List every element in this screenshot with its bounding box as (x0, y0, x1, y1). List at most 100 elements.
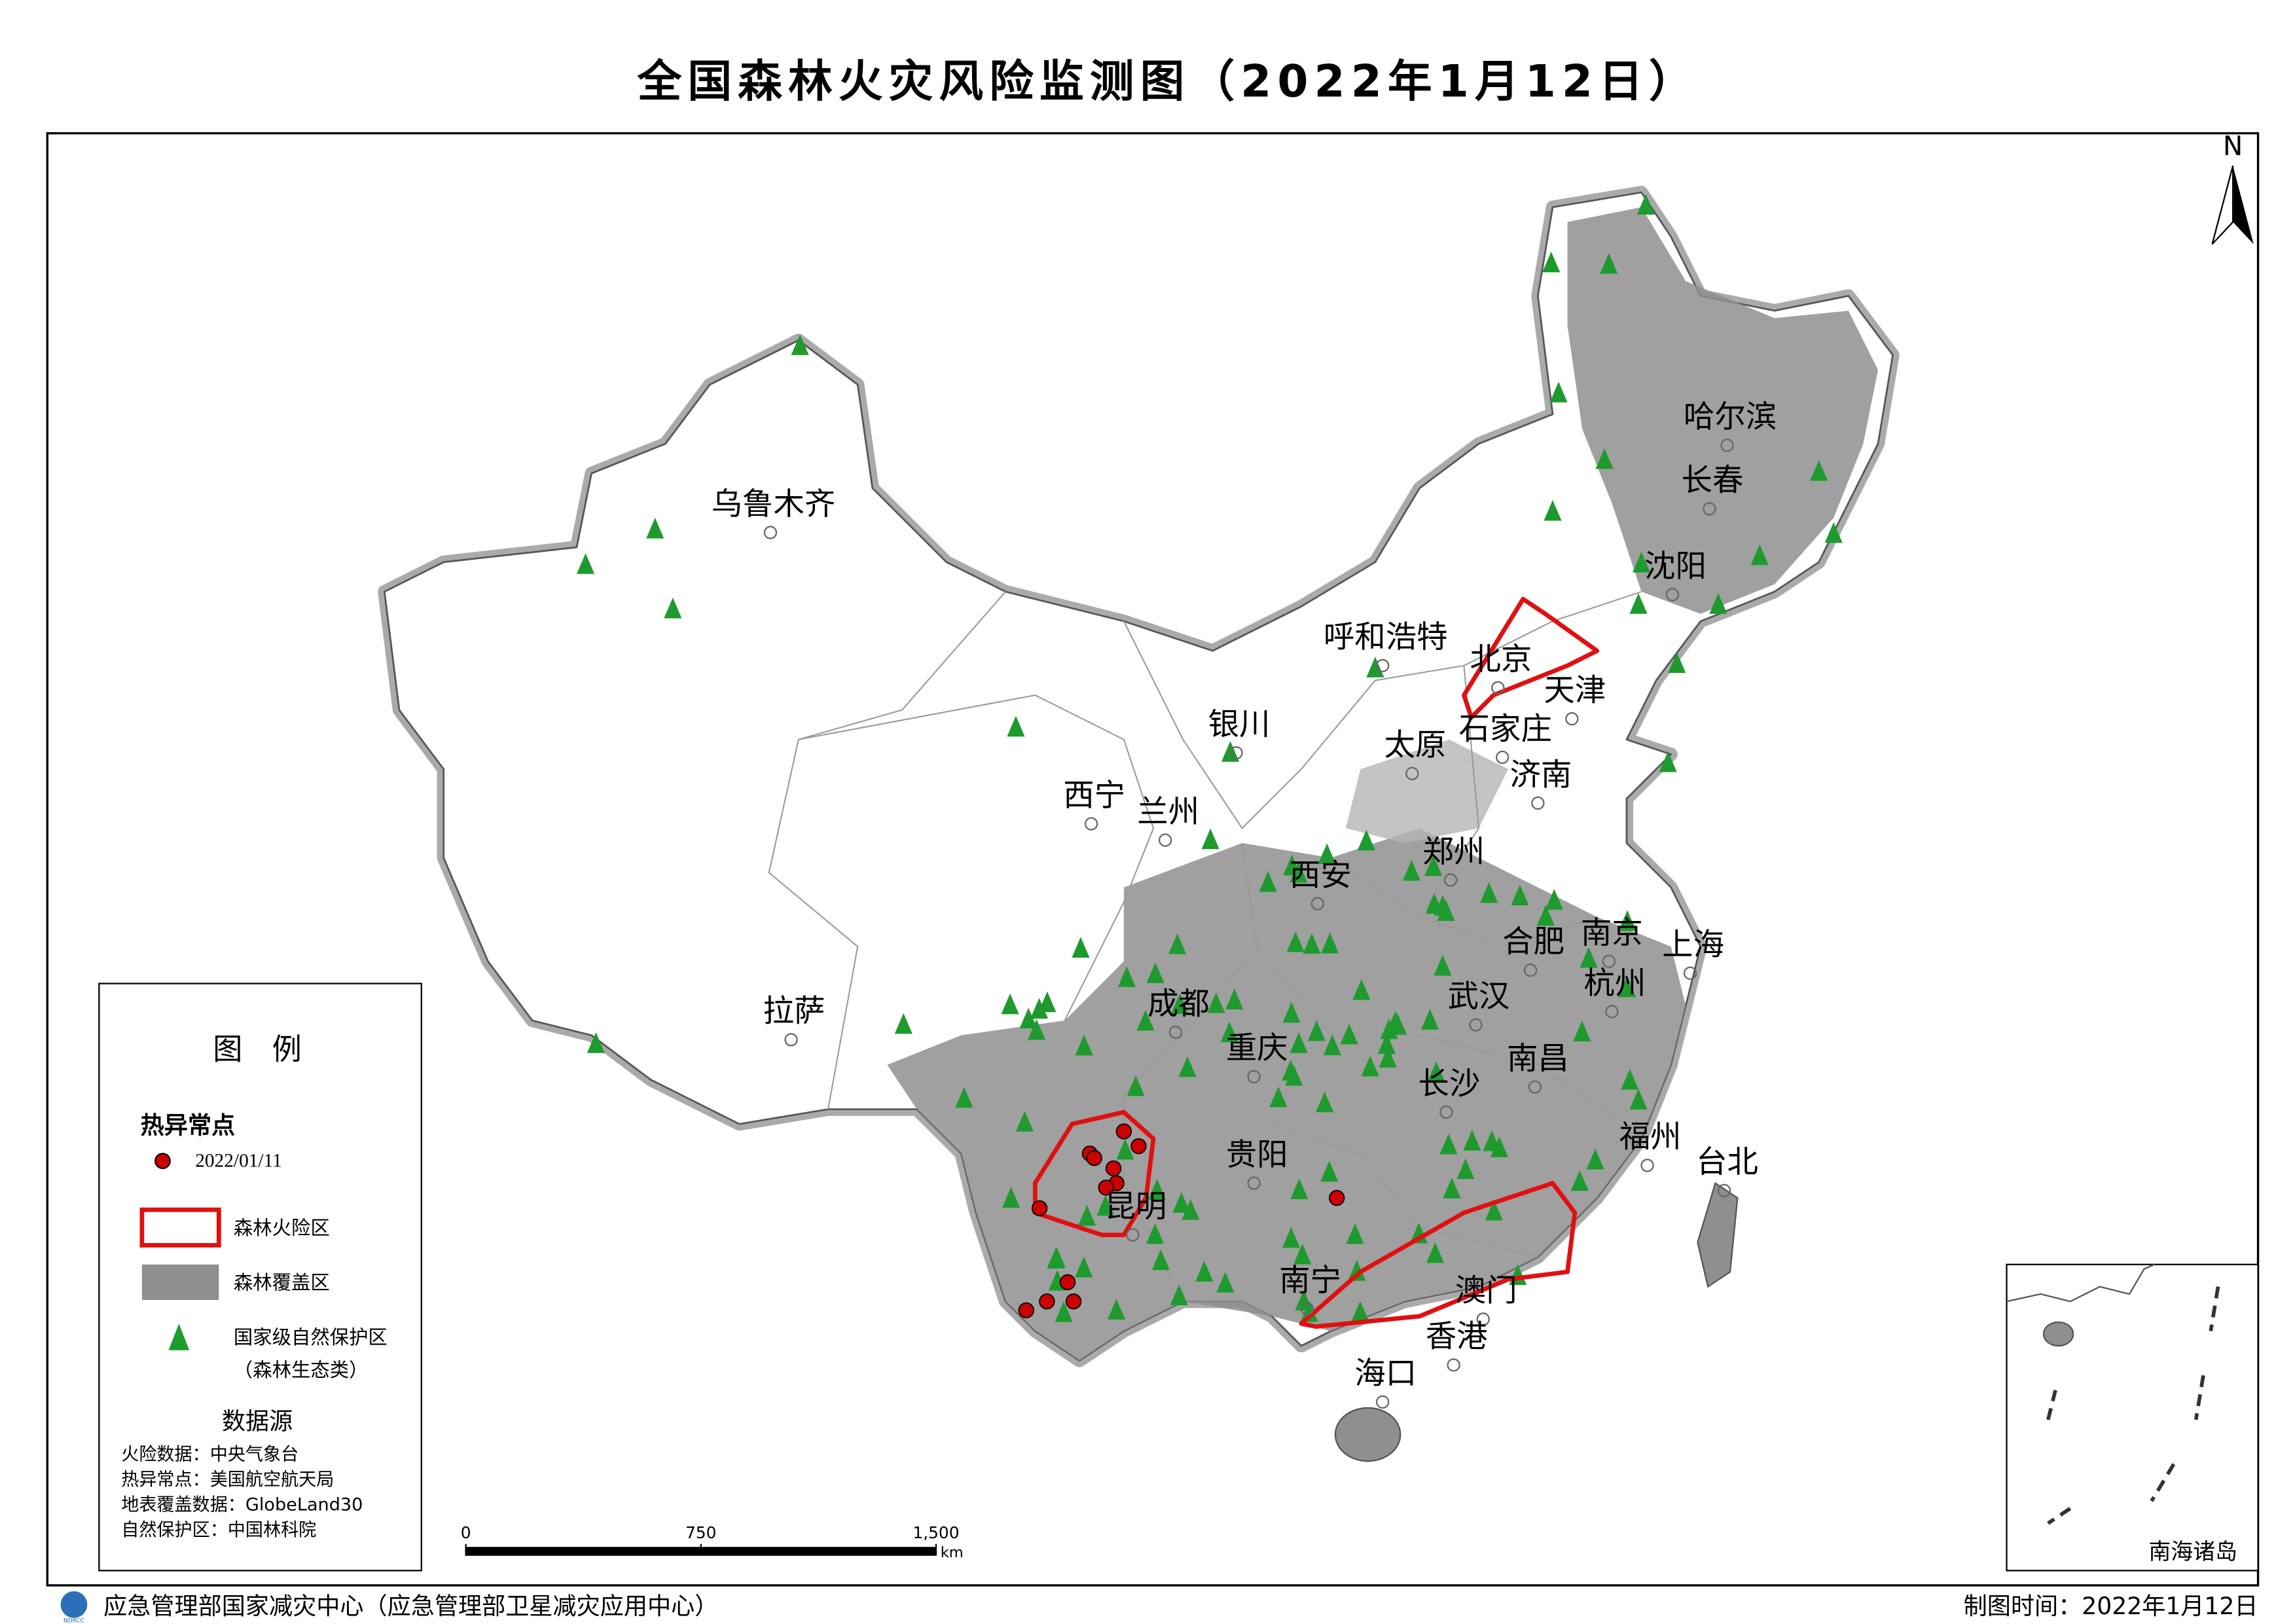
reserve-symbol (1426, 1242, 1445, 1263)
reserve-symbol (1346, 1223, 1364, 1244)
city-symbol (1229, 746, 1243, 760)
nature-reserves (577, 194, 1843, 1322)
city-label: 长沙 (1418, 1066, 1480, 1102)
reserve-symbol (1146, 1223, 1165, 1244)
reserve-symbol (1549, 382, 1568, 403)
reserve-symbol (1437, 900, 1455, 921)
city-symbol (1665, 588, 1680, 602)
forest-cover (1567, 207, 1878, 614)
province-border (768, 591, 1006, 1110)
city-label: 银川 (1208, 706, 1271, 742)
hotspot (1086, 1149, 1102, 1166)
city-symbol (1168, 1025, 1183, 1039)
city-label: 上海 (1662, 927, 1724, 963)
reserve-symbol (1182, 1199, 1200, 1220)
city-label: 石家庄 (1459, 711, 1552, 747)
reserve-symbol (1178, 1056, 1197, 1077)
reserve-symbol (1542, 251, 1561, 272)
reserve-symbol (1269, 1086, 1288, 1108)
reserve-symbol (587, 1032, 605, 1053)
reserve-symbol (1316, 1091, 1334, 1113)
reserve-symbol (791, 334, 809, 355)
city-symbol (763, 526, 778, 539)
source-line: 自然保护区：中国林科院 (121, 1520, 316, 1540)
city-label: 济南 (1509, 757, 1572, 793)
source-line: 热异常点：美国航空航天局 (121, 1470, 334, 1490)
reserve-symbol (1293, 1243, 1312, 1265)
city-label: 哈尔滨 (1684, 399, 1777, 435)
province-border (1123, 842, 1258, 1302)
fire-risk-zone (1299, 1181, 1578, 1329)
reserve-symbol (1629, 593, 1648, 614)
reserve-symbol (1107, 1299, 1126, 1320)
hotspot (1098, 1180, 1114, 1196)
city-label: 兰州 (1137, 794, 1199, 830)
reserve-symbol (646, 517, 664, 539)
reserve-symbol (1116, 1138, 1134, 1160)
reserve-symbol (1075, 1256, 1093, 1278)
city-label: 台北 (1696, 1144, 1758, 1180)
city-label: 贵阳 (1226, 1137, 1288, 1173)
reserve-symbol (1321, 932, 1339, 954)
legend-label: （森林生态类） (234, 1359, 369, 1381)
hotspot (1130, 1138, 1147, 1155)
legend-label: 森林火险区 (234, 1217, 330, 1239)
city-label: 武汉 (1448, 979, 1510, 1015)
city-label: 北京 (1470, 641, 1532, 677)
reserve-symbol (1402, 859, 1420, 881)
reserve-symbol (1290, 1032, 1308, 1053)
reserve-symbol (1216, 1272, 1235, 1293)
city-label: 西宁 (1063, 778, 1125, 814)
reserve-symbol (955, 1087, 973, 1108)
city-symbol (1376, 1395, 1390, 1409)
city-label: 南昌 (1507, 1041, 1569, 1077)
map-title: 全国森林火灾风险监测图（2022年1月12日） (637, 56, 1699, 107)
city-label: 成都 (1148, 986, 1210, 1022)
reserve-symbol (1600, 253, 1618, 274)
legend-fire-symbol (139, 1207, 221, 1248)
city-label: 重庆 (1226, 1030, 1288, 1066)
reserve-symbol (1536, 905, 1555, 926)
reserve-symbol (1595, 448, 1614, 469)
reserve-symbol (1220, 1021, 1238, 1043)
hotspot (1018, 1302, 1034, 1318)
hotspot (1059, 1274, 1076, 1291)
city-label: 西安 (1290, 857, 1352, 893)
city-symbol (1703, 502, 1716, 516)
source-heading: 数据源 (222, 1407, 293, 1435)
city-symbol (1640, 1159, 1654, 1172)
province-border (1123, 590, 1642, 829)
legend-forest-symbol (141, 1264, 219, 1300)
city-label: 天津 (1544, 673, 1606, 709)
reserve-symbol (1379, 1047, 1397, 1068)
forest-cover (887, 828, 1686, 1361)
reserve-symbol (1511, 884, 1529, 906)
reserve-symbol (1621, 1069, 1639, 1090)
city-symbol (1084, 817, 1098, 831)
reserve-symbol (1195, 1261, 1214, 1282)
reserve-symbol (1015, 1111, 1034, 1132)
city-label: 太原 (1384, 727, 1446, 763)
city-label: 长春 (1682, 463, 1744, 499)
reserve-symbol (1136, 1009, 1155, 1031)
reserve-symbol (1483, 1130, 1501, 1151)
city-symbol (1495, 750, 1509, 765)
city-label: 合肥 (1502, 924, 1564, 960)
reserve-symbol (1259, 871, 1277, 892)
reserve-symbol (1282, 1060, 1300, 1081)
reserve-symbol (1361, 1055, 1379, 1077)
city-label: 杭州 (1583, 965, 1646, 1001)
reserve-symbol (1055, 1301, 1073, 1322)
reserve-symbol (1127, 1075, 1145, 1096)
hotspot (1031, 1200, 1048, 1217)
reserve-symbol (1207, 992, 1225, 1013)
city-label: 乌鲁木齐 (712, 486, 836, 522)
city-label: 呼和浩特 (1324, 619, 1448, 655)
city-symbol (1531, 796, 1545, 810)
reserve-symbol (1573, 1020, 1591, 1042)
reserve-symbol (1709, 593, 1727, 614)
reserve-symbol (1570, 1170, 1589, 1191)
hotspot (1105, 1160, 1122, 1177)
